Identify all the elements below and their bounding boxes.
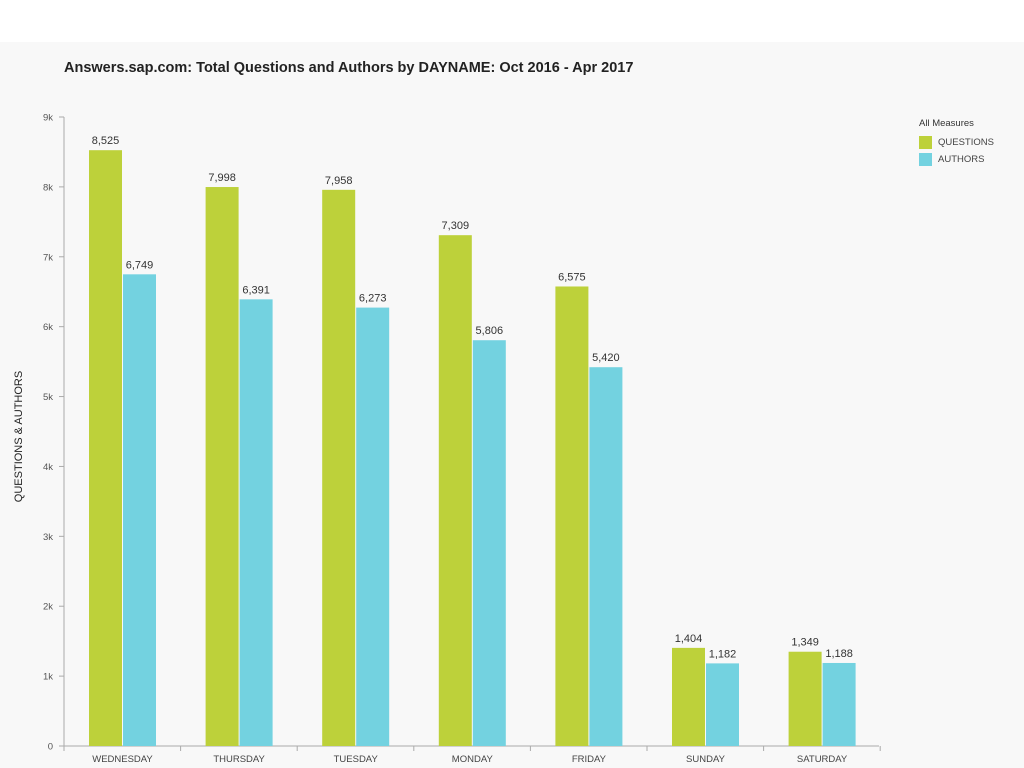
bar-questions-friday: [555, 286, 589, 746]
bar-authors-saturday: [822, 662, 856, 746]
y-axis-title: QUESTIONS & AUTHORS: [13, 371, 25, 502]
data-label-authors-saturday: 1,188: [825, 648, 853, 660]
bar-authors-monday: [472, 340, 506, 746]
data-label-questions-sunday: 1,404: [675, 633, 703, 645]
data-label-questions-tuesday: 7,958: [325, 175, 353, 187]
bar-questions-thursday: [205, 187, 239, 746]
bar-authors-wednesday: [123, 274, 156, 746]
bar-authors-sunday: [706, 663, 739, 746]
y-tick-label: 2k: [43, 602, 53, 613]
y-tick-label: 6k: [43, 322, 53, 333]
x-tick-label-tuesday: TUESDAY: [334, 754, 379, 765]
legend: All Measures QUESTIONS AUTHORS: [919, 118, 994, 168]
data-label-questions-saturday: 1,349: [791, 637, 819, 649]
data-label-authors-sunday: 1,182: [709, 648, 737, 660]
y-tick-label: 5k: [43, 392, 53, 403]
bar-authors-friday: [589, 367, 623, 746]
legend-label-authors: AUTHORS: [938, 154, 985, 165]
y-tick-label: 4k: [43, 462, 53, 473]
data-label-authors-monday: 5,806: [476, 325, 504, 337]
y-tick-label: 0: [48, 742, 53, 753]
bar-questions-tuesday: [322, 189, 356, 746]
legend-swatch-authors: [919, 153, 932, 166]
data-label-questions-friday: 6,575: [558, 271, 586, 283]
bar-questions-wednesday: [89, 150, 122, 747]
legend-item-authors[interactable]: AUTHORS: [919, 151, 994, 168]
legend-item-questions[interactable]: QUESTIONS: [919, 134, 994, 151]
x-tick-label-saturday: SATURDAY: [797, 754, 848, 765]
data-label-authors-thursday: 6,391: [242, 284, 270, 296]
legend-swatch-questions: [919, 136, 932, 149]
y-tick-label: 1k: [43, 672, 53, 683]
bar-questions-sunday: [672, 647, 705, 746]
y-tick-label: 8k: [43, 182, 53, 193]
legend-title: All Measures: [919, 118, 974, 129]
x-tick-label-thursday: THURSDAY: [213, 754, 265, 765]
chart-canvas: [0, 42, 1024, 768]
chart-title: Answers.sap.com: Total Questions and Aut…: [64, 60, 634, 76]
bar-questions-saturday: [788, 651, 822, 746]
data-label-authors-tuesday: 6,273: [359, 293, 387, 305]
x-tick-label-sunday: SUNDAY: [686, 754, 726, 765]
data-label-authors-wednesday: 6,749: [126, 259, 154, 271]
y-tick-label: 9k: [43, 113, 53, 124]
data-label-questions-wednesday: 8,525: [92, 135, 120, 147]
x-tick-label-friday: FRIDAY: [572, 754, 607, 765]
data-label-questions-thursday: 7,998: [208, 172, 236, 184]
bar-authors-thursday: [239, 299, 273, 746]
bar-questions-monday: [438, 235, 472, 746]
bar-authors-tuesday: [356, 307, 390, 746]
y-tick-label: 7k: [43, 252, 53, 263]
y-tick-label: 3k: [43, 532, 53, 543]
x-tick-label-monday: MONDAY: [452, 754, 494, 765]
x-tick-label-wednesday: WEDNESDAY: [92, 754, 153, 765]
data-label-authors-friday: 5,420: [592, 352, 620, 364]
legend-label-questions: QUESTIONS: [938, 137, 994, 148]
data-label-questions-monday: 7,309: [442, 220, 470, 232]
